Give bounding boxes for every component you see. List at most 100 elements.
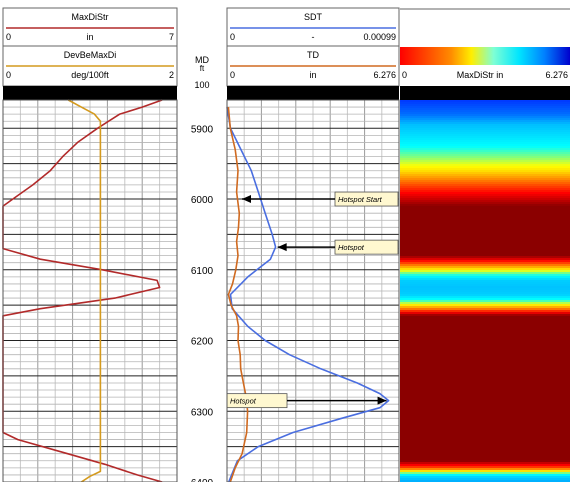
image-band xyxy=(400,356,570,359)
curve-maxdistr xyxy=(2,99,163,482)
annotation-arrow-head xyxy=(277,243,287,252)
image-band xyxy=(400,330,570,333)
image-band xyxy=(400,156,570,159)
image-band xyxy=(400,476,570,479)
image-black-bar xyxy=(400,86,570,100)
image-band xyxy=(400,126,570,129)
annotations: Hotspot Start Hotspot Hotspot xyxy=(226,191,399,409)
image-band xyxy=(400,192,570,195)
sdt-max: 0.00099 xyxy=(363,32,396,42)
image-band xyxy=(400,334,570,337)
maxdistr-name: MaxDiStr xyxy=(71,12,108,22)
track1-grid xyxy=(3,100,177,482)
image-band xyxy=(400,204,570,207)
track2-grid xyxy=(227,100,399,482)
image-band xyxy=(400,332,570,335)
image-band xyxy=(400,448,570,451)
sdt-unit: - xyxy=(312,32,315,42)
curve-td xyxy=(227,107,249,482)
image-band xyxy=(400,454,570,457)
image-band xyxy=(400,140,570,143)
image-band xyxy=(400,206,570,209)
image-band xyxy=(400,166,570,169)
depth-tick-label: 6400 xyxy=(191,478,214,482)
image-band xyxy=(400,452,570,455)
curve-devbemaxdi xyxy=(67,99,102,482)
image-band xyxy=(400,132,570,135)
image-band xyxy=(400,444,570,447)
image-band xyxy=(400,216,570,219)
image-band xyxy=(400,142,570,145)
image-band xyxy=(400,246,570,249)
image-band xyxy=(400,272,570,275)
image-band xyxy=(400,404,570,407)
image-band xyxy=(400,306,570,309)
image-band xyxy=(400,168,570,171)
depth-tick-label: 6300 xyxy=(191,407,214,418)
image-band xyxy=(400,374,570,377)
image-band xyxy=(400,390,570,393)
image-band xyxy=(400,436,570,439)
image-band xyxy=(400,304,570,307)
image-band xyxy=(400,428,570,431)
image-band xyxy=(400,438,570,441)
image-band xyxy=(400,396,570,399)
image-band xyxy=(400,268,570,271)
image-band xyxy=(400,286,570,289)
image-band xyxy=(400,418,570,421)
image-band xyxy=(400,194,570,197)
sdt-name: SDT xyxy=(304,12,323,22)
image-band xyxy=(400,158,570,161)
image-band xyxy=(400,324,570,327)
image-band xyxy=(400,180,570,183)
image-band xyxy=(400,466,570,469)
image-band xyxy=(400,434,570,437)
track1-black-bar xyxy=(3,86,177,100)
image-band xyxy=(400,382,570,385)
image-band xyxy=(400,120,570,123)
image-band xyxy=(400,340,570,343)
image-band xyxy=(400,236,570,239)
td-min: 0 xyxy=(230,70,235,80)
image-band xyxy=(400,380,570,383)
image-band xyxy=(400,218,570,221)
image-scale-max: 6.276 xyxy=(545,70,568,80)
depth-unit: ft xyxy=(200,64,205,73)
image-band xyxy=(400,468,570,471)
image-band xyxy=(400,116,570,119)
image-band xyxy=(400,450,570,453)
image-band xyxy=(400,182,570,185)
maxdistr-max: 7 xyxy=(169,32,174,42)
image-band xyxy=(400,358,570,361)
annotation-label: Hotspot Start xyxy=(338,195,383,204)
color-scale-bar xyxy=(400,47,570,65)
image-band xyxy=(400,234,570,237)
image-band xyxy=(400,222,570,225)
image-band xyxy=(400,252,570,255)
image-band xyxy=(400,162,570,165)
image-band xyxy=(400,288,570,291)
image-band xyxy=(400,342,570,345)
image-band xyxy=(400,196,570,199)
image-band xyxy=(400,480,570,482)
image-band xyxy=(400,232,570,235)
image-band xyxy=(400,308,570,311)
image-band xyxy=(400,440,570,443)
image-band xyxy=(400,328,570,331)
image-band xyxy=(400,442,570,445)
image-band xyxy=(400,148,570,151)
image-band xyxy=(400,346,570,349)
image-band xyxy=(400,316,570,319)
image-band xyxy=(400,278,570,281)
image-band xyxy=(400,128,570,131)
image-band xyxy=(400,176,570,179)
image-band xyxy=(400,150,570,153)
image-band xyxy=(400,392,570,395)
image-band xyxy=(400,364,570,367)
image-band xyxy=(400,350,570,353)
image-band xyxy=(400,338,570,341)
image-band xyxy=(400,146,570,149)
image-band xyxy=(400,354,570,357)
maxdistr-min: 0 xyxy=(6,32,11,42)
image-band xyxy=(400,378,570,381)
